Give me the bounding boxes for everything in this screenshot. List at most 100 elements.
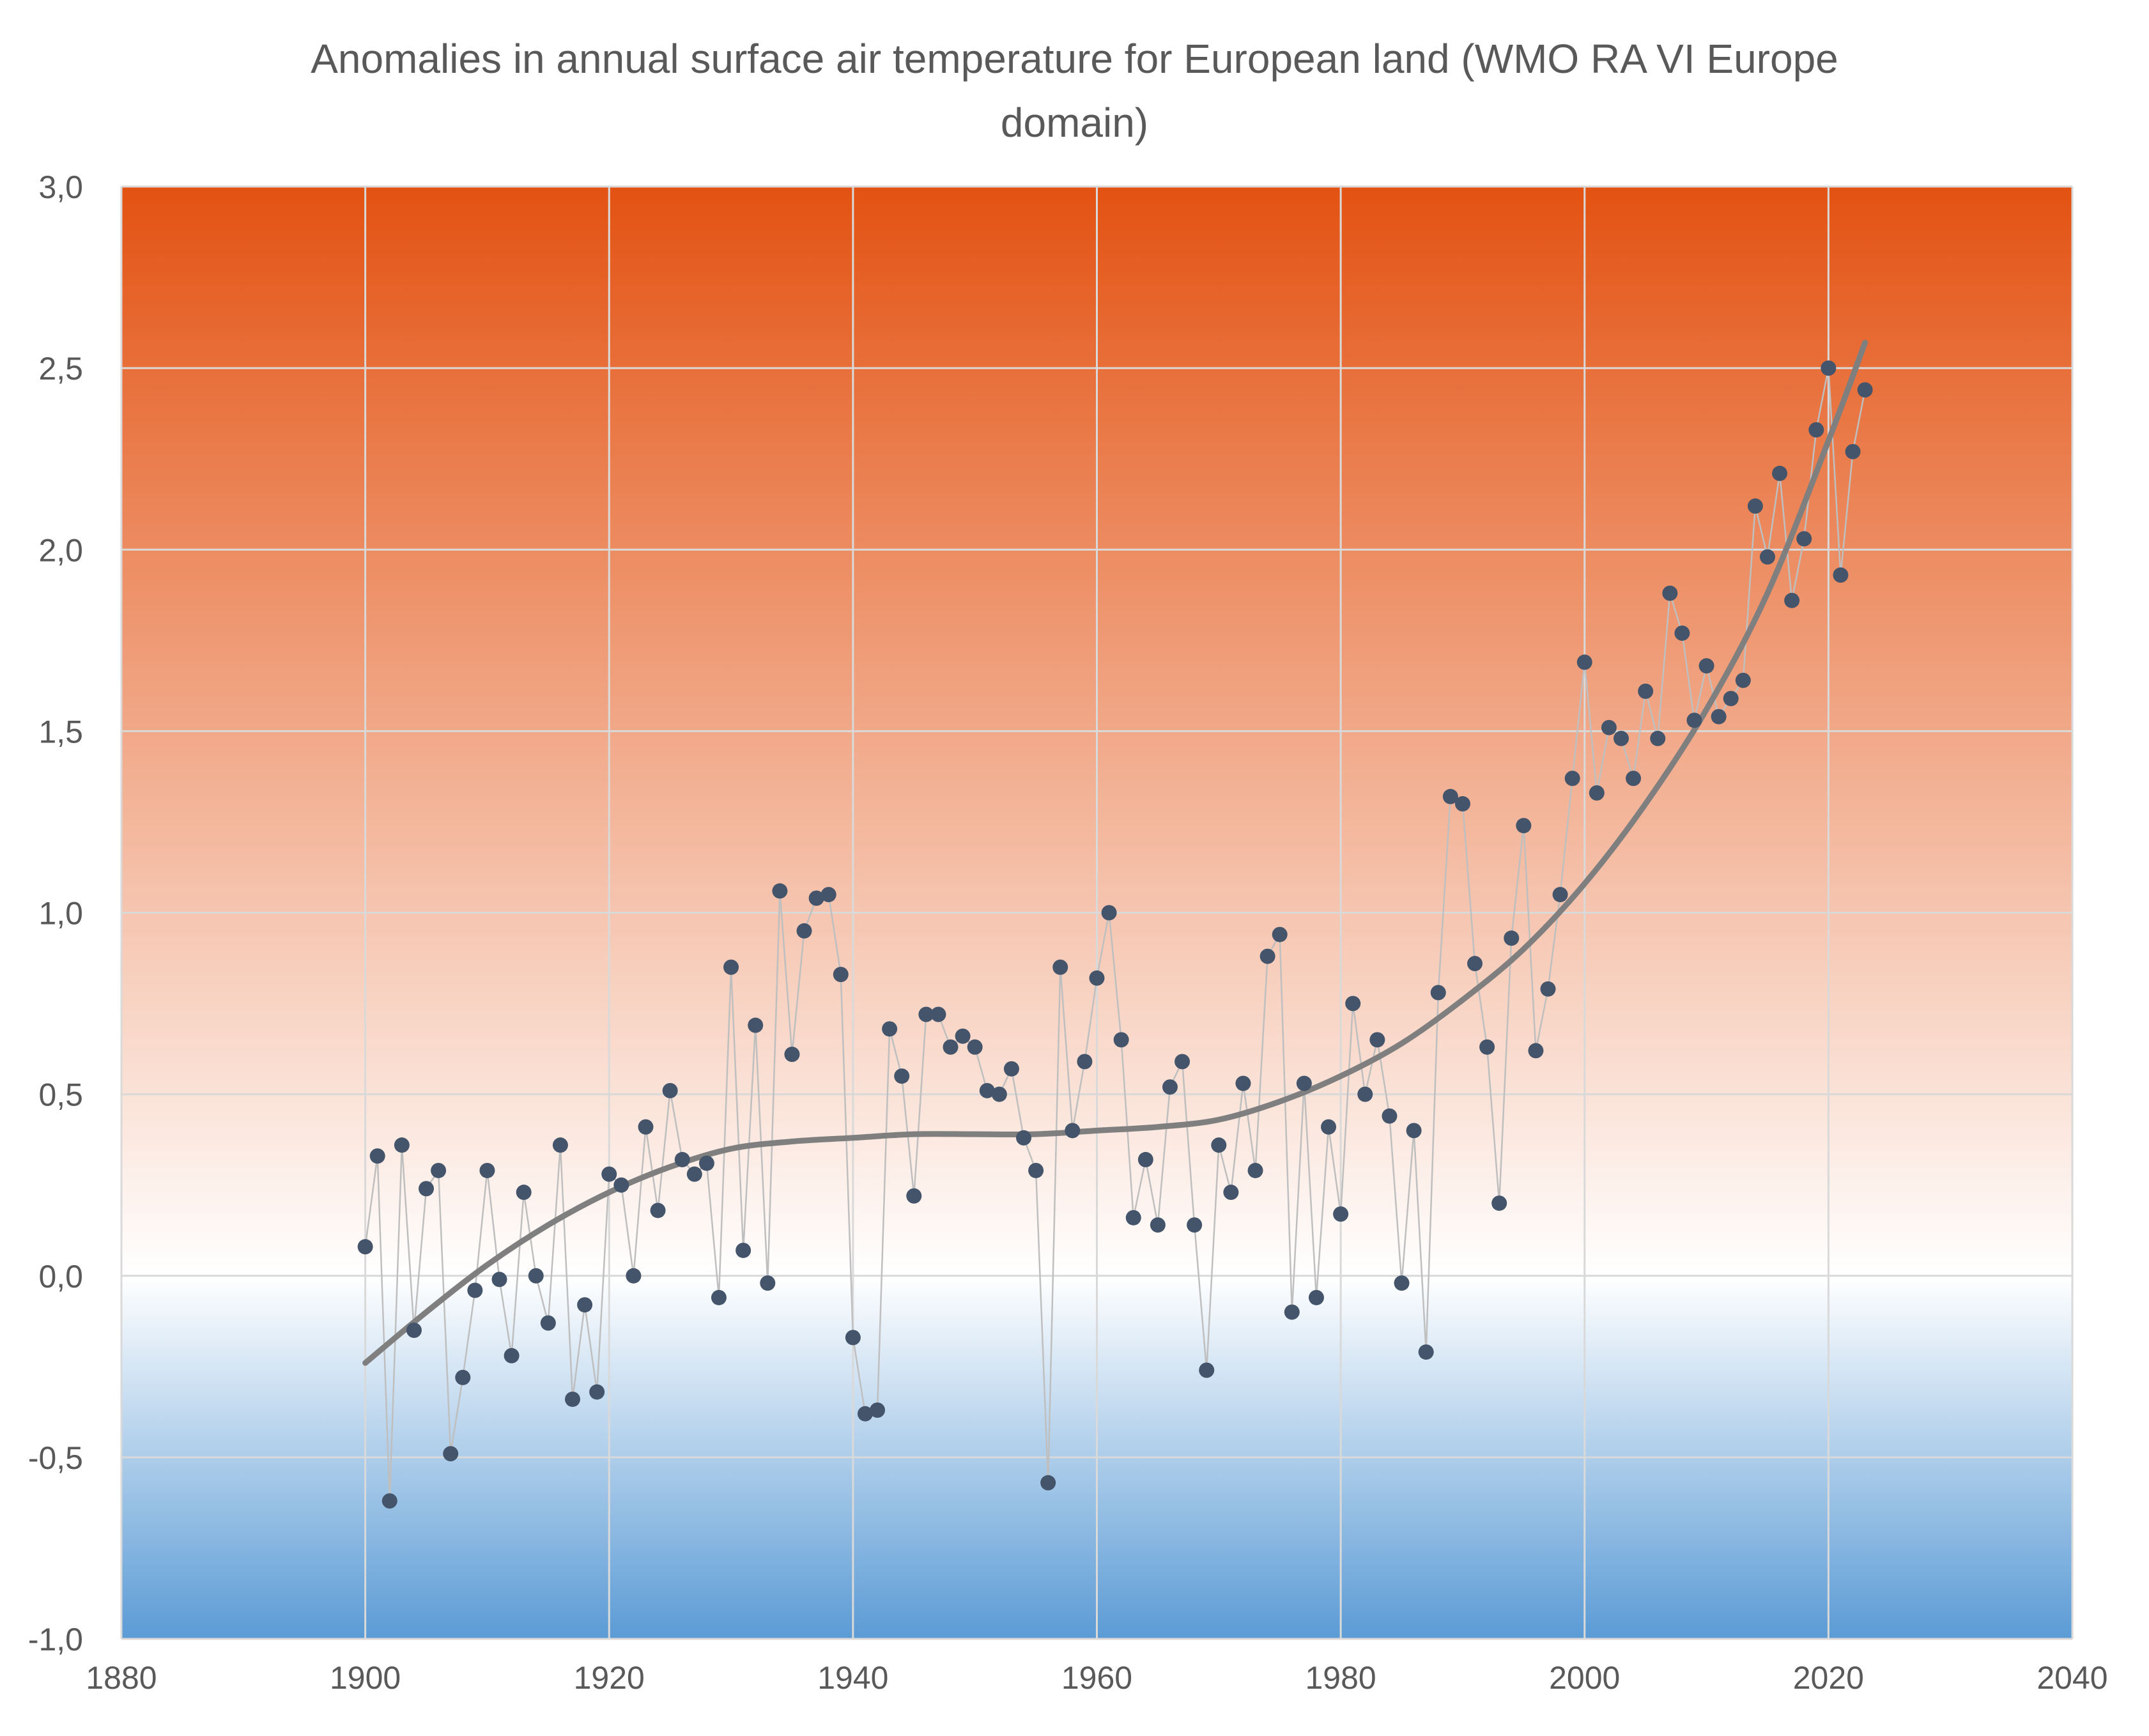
data-point <box>406 1322 422 1338</box>
data-point <box>1784 592 1800 608</box>
data-point <box>1382 1108 1398 1124</box>
y-axis-tick-labels: -1,0 -0,5 0,0 0,5 1,0 1,5 2,0 2,5 3,0 <box>28 169 83 1657</box>
annual-anomaly-connector-line <box>364 367 1866 1502</box>
data-point <box>1576 654 1592 670</box>
data-point <box>1321 1119 1337 1135</box>
data-point <box>1528 1043 1544 1059</box>
data-point <box>1065 1123 1081 1139</box>
data-point <box>1516 818 1532 834</box>
data-point <box>1259 948 1275 964</box>
data-point <box>1626 771 1642 787</box>
data-point <box>760 1275 776 1291</box>
x-tick-label: 1880 <box>86 1660 157 1696</box>
data-point <box>1003 1061 1019 1077</box>
data-point <box>650 1202 666 1218</box>
data-point <box>748 1017 764 1033</box>
data-point <box>1540 981 1556 997</box>
data-point <box>1333 1206 1349 1222</box>
data-point <box>796 923 812 939</box>
data-point <box>419 1181 435 1197</box>
data-point <box>1650 730 1666 746</box>
data-point <box>1723 691 1739 707</box>
data-point <box>930 1006 946 1022</box>
data-point <box>1589 785 1605 801</box>
data-point <box>626 1268 642 1284</box>
data-point <box>918 1006 934 1022</box>
data-point <box>1491 1195 1507 1211</box>
connector-line-layer <box>364 367 1866 1502</box>
data-point <box>1162 1079 1178 1095</box>
data-point <box>1711 709 1727 725</box>
data-point <box>1223 1185 1239 1201</box>
y-tick-label: -0,5 <box>28 1440 83 1476</box>
data-point <box>443 1446 459 1462</box>
data-point <box>1284 1304 1300 1320</box>
data-point <box>528 1268 544 1284</box>
data-point <box>662 1082 678 1098</box>
data-point <box>601 1166 617 1182</box>
data-point <box>955 1028 971 1044</box>
data-point <box>943 1039 959 1055</box>
data-point <box>1125 1210 1141 1225</box>
data-point <box>1113 1032 1129 1048</box>
data-point <box>1808 422 1824 438</box>
data-point <box>1686 712 1702 728</box>
data-points-layer <box>357 360 1873 1509</box>
data-point <box>1016 1130 1032 1146</box>
data-point <box>1747 498 1763 514</box>
data-point <box>540 1315 556 1331</box>
data-point <box>431 1162 447 1178</box>
data-point <box>894 1068 910 1084</box>
data-point <box>479 1162 495 1178</box>
data-point <box>1150 1217 1166 1233</box>
data-point <box>1442 788 1458 804</box>
data-point <box>455 1369 471 1385</box>
y-tick-label: 0,5 <box>38 1077 83 1113</box>
data-point <box>491 1271 507 1287</box>
x-tick-label: 1900 <box>330 1660 401 1696</box>
x-axis-tick-labels: 1880 1900 1920 1940 1960 1980 2000 2020 2040 <box>86 1660 2107 1696</box>
data-point <box>991 1086 1007 1102</box>
data-point <box>1308 1289 1324 1305</box>
data-point <box>857 1406 873 1422</box>
data-point <box>1211 1137 1227 1153</box>
data-point <box>1247 1162 1263 1178</box>
data-point <box>1845 443 1861 459</box>
data-point <box>1199 1362 1215 1378</box>
data-point <box>381 1493 397 1509</box>
data-point <box>1504 930 1520 946</box>
data-point <box>1552 887 1568 903</box>
data-point <box>1101 905 1117 921</box>
data-point <box>467 1282 483 1298</box>
data-point <box>882 1021 898 1037</box>
data-point <box>357 1239 373 1255</box>
data-point <box>504 1348 520 1363</box>
data-point <box>589 1384 605 1400</box>
data-point <box>1040 1475 1056 1491</box>
data-point <box>1467 956 1483 972</box>
data-point <box>1662 585 1678 601</box>
data-point <box>1454 796 1470 812</box>
data-point <box>1564 771 1580 787</box>
data-point <box>1821 360 1837 376</box>
data-point <box>1028 1162 1044 1178</box>
data-point <box>736 1242 751 1258</box>
data-point <box>516 1185 532 1201</box>
data-point <box>1796 531 1812 547</box>
data-point <box>1735 672 1751 688</box>
data-point <box>906 1188 922 1204</box>
x-tick-label: 2040 <box>2037 1660 2107 1696</box>
data-point <box>1698 658 1714 674</box>
data-point <box>1394 1275 1410 1291</box>
data-point <box>577 1297 593 1313</box>
data-point <box>674 1151 690 1167</box>
data-point <box>845 1330 861 1346</box>
data-point <box>1406 1123 1422 1139</box>
x-tick-label: 1940 <box>817 1660 888 1696</box>
data-point <box>565 1391 581 1407</box>
data-point <box>1833 567 1849 583</box>
data-point <box>698 1155 714 1171</box>
data-point <box>1235 1075 1251 1091</box>
data-point <box>1418 1344 1434 1360</box>
